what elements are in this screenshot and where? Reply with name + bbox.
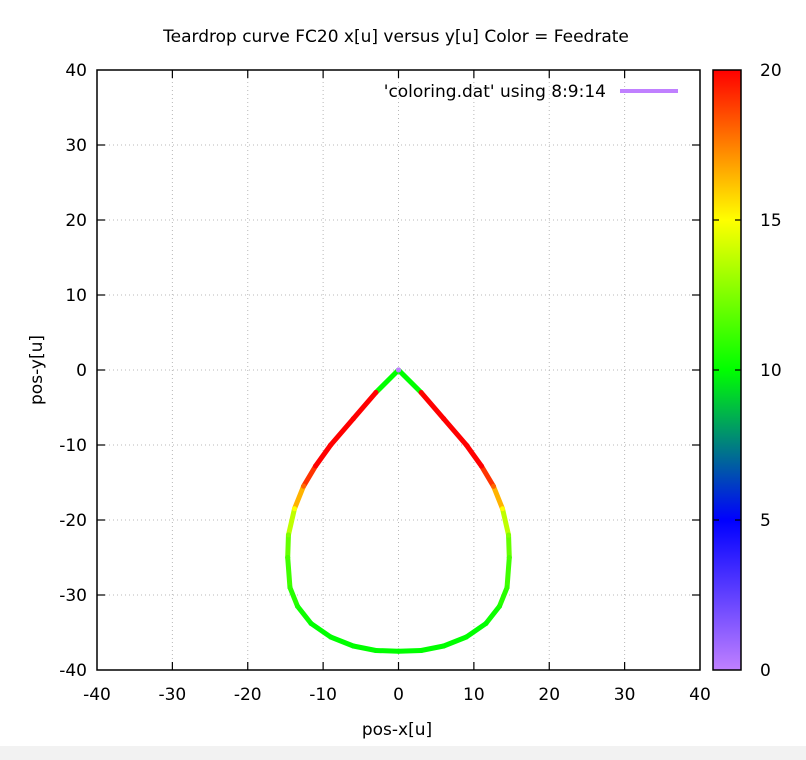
data-point	[287, 585, 293, 590]
legend-label: 'coloring.dat' using 8:9:14	[384, 82, 606, 102]
curve-segment	[478, 463, 496, 489]
y-tick-label: -40	[59, 661, 87, 681]
curve-segment	[441, 416, 469, 448]
colorbar-tick-label: 10	[760, 361, 782, 381]
data-point	[418, 390, 424, 395]
data-point	[463, 634, 469, 640]
data-point	[328, 634, 334, 640]
curve-segment	[506, 532, 512, 560]
curve-segment	[490, 483, 506, 512]
colorbar: 0 5 10 15 20	[712, 61, 782, 681]
legend: 'coloring.dat' using 8:9:14	[384, 82, 678, 102]
data-point	[506, 555, 512, 560]
data-point	[441, 416, 447, 422]
data-point	[483, 621, 489, 626]
data-point	[396, 648, 401, 654]
x-axis-label: pos-x[u]	[362, 720, 432, 740]
data-point	[285, 532, 291, 538]
x-tick-label: -10	[309, 685, 337, 705]
x-tick-label: 10	[463, 685, 485, 705]
colorbar-ticks: 0 5 10 15 20	[713, 61, 782, 681]
curve-segment	[285, 532, 291, 560]
curve-segment	[418, 643, 447, 653]
colorbar-tick-label: 15	[760, 211, 782, 231]
curve-segment	[328, 416, 356, 448]
curve-segment	[396, 367, 424, 395]
data-point	[291, 506, 297, 512]
y-tick-label: 30	[65, 136, 87, 156]
curve-segment	[483, 603, 503, 626]
data-point	[294, 603, 300, 609]
curve-segment	[463, 442, 484, 469]
y-tick-label: -30	[59, 586, 87, 606]
x-tick-label: -30	[158, 685, 186, 705]
curve-segment	[500, 506, 512, 538]
curve-segment	[350, 390, 379, 422]
data-point	[478, 463, 484, 469]
curve-segment	[328, 634, 356, 649]
x-tick-label: 40	[689, 685, 711, 705]
data-point	[285, 555, 291, 560]
colorbar-tick-label: 20	[760, 61, 782, 81]
data-point	[328, 442, 334, 448]
colorbar-tick-label: 0	[760, 661, 771, 681]
curve-segment	[373, 367, 401, 395]
curve-segment	[396, 648, 424, 654]
data-point	[350, 416, 356, 422]
data-point	[308, 621, 314, 626]
curve-segment	[373, 648, 401, 654]
data-point	[350, 643, 356, 649]
colorbar-tick-label: 5	[760, 511, 771, 531]
data-point	[463, 442, 469, 448]
curve-segment	[463, 621, 489, 640]
curve-segment	[301, 463, 319, 489]
data-point	[500, 506, 506, 512]
x-tick-label: 0	[393, 685, 404, 705]
y-tick-label: 20	[65, 211, 87, 231]
x-tick-label: 20	[538, 685, 560, 705]
curve-segment	[285, 555, 293, 590]
data-series	[285, 367, 512, 654]
curve-segment	[294, 603, 314, 626]
data-point	[504, 585, 510, 590]
data-point	[396, 367, 401, 373]
data-point	[418, 648, 424, 653]
curve-segment	[285, 506, 297, 538]
data-point	[313, 463, 319, 469]
y-tick-label: 0	[76, 361, 87, 381]
y-tick-label: -20	[59, 511, 87, 531]
grid	[97, 70, 700, 670]
curve-segment	[504, 555, 512, 590]
y-tick-label: 10	[65, 286, 87, 306]
y-tick-label: -10	[59, 436, 87, 456]
data-point	[490, 483, 496, 489]
y-axis-label: pos-y[u]	[27, 335, 47, 405]
curve-segment	[313, 442, 334, 469]
curve-segment	[441, 634, 469, 649]
x-tick-label: 30	[614, 685, 636, 705]
data-point	[506, 532, 512, 538]
curve-segment	[418, 390, 447, 422]
curve-segment	[308, 621, 334, 640]
data-point	[441, 643, 447, 649]
axis-ticks: -40 -30 -20 -10 0 10 20 30 40 -40 -30 -20 -10 0 10 20 30…	[59, 61, 711, 705]
curve-segment	[291, 483, 307, 512]
curve-segment	[287, 585, 300, 609]
curve-segment	[350, 643, 379, 653]
x-tick-label: -20	[234, 685, 262, 705]
data-point	[497, 603, 503, 609]
y-tick-label: 40	[65, 61, 87, 81]
chart-title: Teardrop curve FC20 x[u] versus y[u] Col…	[162, 27, 629, 47]
data-point	[301, 483, 307, 489]
data-point	[373, 648, 379, 653]
curve-segment	[497, 585, 510, 609]
data-point	[373, 390, 379, 395]
x-tick-label: -40	[83, 685, 111, 705]
